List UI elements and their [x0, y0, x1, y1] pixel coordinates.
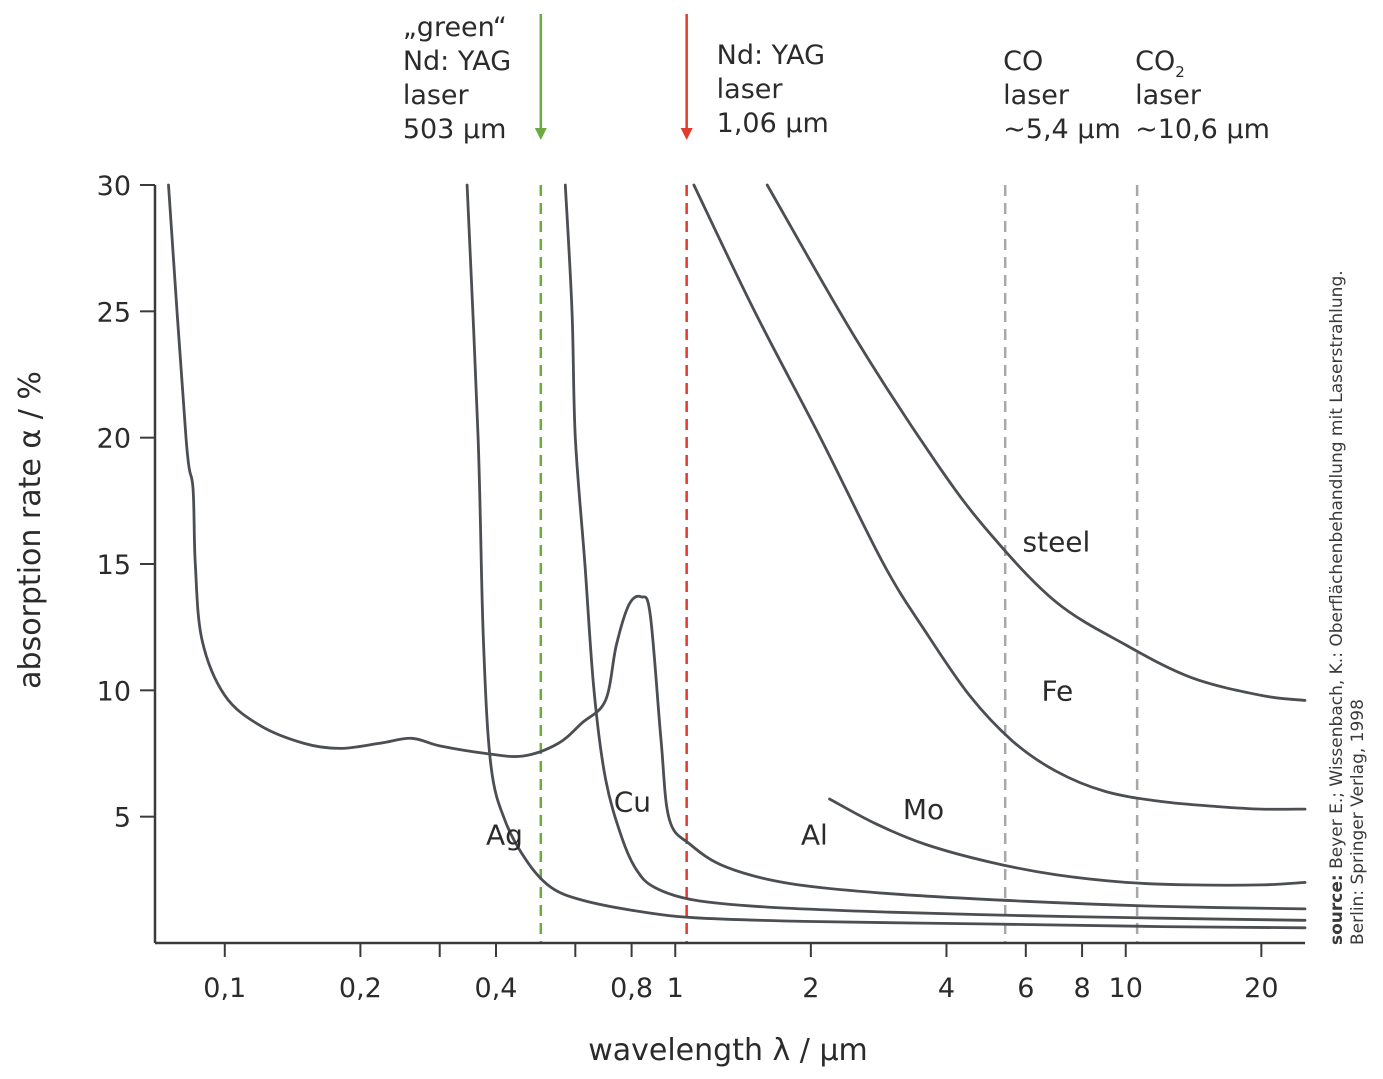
- series-mo-line: [830, 799, 1306, 885]
- green-ndyag-label-line: 503 μm: [403, 114, 507, 145]
- curves: [169, 185, 1306, 928]
- x-tick-label: 8: [1073, 973, 1090, 1004]
- series-steel-line: [767, 185, 1305, 700]
- source-prefix: source:: [1327, 874, 1347, 945]
- green-ndyag-label-line: laser: [403, 80, 470, 111]
- ndyag-label-line: laser: [717, 74, 784, 105]
- x-tick-label: 0,1: [203, 973, 246, 1004]
- x-tick-label: 4: [938, 973, 955, 1004]
- y-axis-title: absorption rate α / %: [13, 371, 48, 689]
- green-ndyag-arrow-head: [535, 128, 547, 140]
- y-tick-label: 30: [97, 171, 131, 202]
- source-citation: Beyer E.; Wissenbach, K.: Oberflächenbeh…: [1327, 270, 1347, 874]
- y-tick-label: 25: [97, 297, 131, 328]
- x-tick-label: 10: [1109, 973, 1143, 1004]
- x-tick-label: 6: [1017, 973, 1034, 1004]
- green-ndyag-label-line: „green“: [403, 12, 507, 43]
- axes: [155, 185, 1305, 943]
- source-line-2: Berlin: Springer Verlag, 1998: [1348, 699, 1368, 945]
- ndyag-label-line: 1,06 μm: [717, 108, 829, 139]
- co2-label-line: laser: [1135, 80, 1202, 111]
- co2-label-line: CO2: [1135, 46, 1185, 81]
- ndyag-arrow-head: [681, 128, 693, 140]
- series-cu-line: [169, 185, 1306, 909]
- series-mo-label: Mo: [903, 793, 944, 826]
- green-ndyag-label-line: Nd: YAG: [403, 46, 511, 77]
- x-tick-label: 0,8: [610, 973, 653, 1004]
- ndyag-label-line: Nd: YAG: [717, 40, 825, 71]
- source-line-1: source: Beyer E.; Wissenbach, K.: Oberfl…: [1327, 270, 1347, 945]
- x-axis-title: wavelength λ / μm: [588, 1033, 868, 1068]
- y-tick-label: 5: [114, 803, 131, 834]
- label-subscript: 2: [1175, 63, 1185, 81]
- series-fe-label: Fe: [1041, 674, 1073, 707]
- co-label-line: laser: [1003, 80, 1070, 111]
- x-tick-label: 2: [802, 973, 819, 1004]
- series-ag-line: [467, 185, 1305, 928]
- y-tick-label: 20: [97, 424, 131, 455]
- series-cu-label: Cu: [614, 786, 651, 819]
- series-fe-line: [694, 185, 1305, 809]
- co-label-line: CO: [1003, 46, 1043, 77]
- y-tick-label: 10: [97, 676, 131, 707]
- x-tick-label: 0,4: [475, 973, 518, 1004]
- label-main: CO: [1135, 46, 1175, 77]
- co2-label-line: ~10,6 μm: [1135, 114, 1270, 145]
- x-tick-label: 1: [667, 973, 684, 1004]
- labels: Cu Ag Al Mo Fe steel: [486, 525, 1090, 851]
- series-ag-label: Ag: [486, 818, 523, 851]
- x-tick-label: 20: [1244, 973, 1278, 1004]
- co-label-line: ~5,4 μm: [1003, 114, 1121, 145]
- y-tick-label: 15: [97, 550, 131, 581]
- x-tick-label: 0,2: [339, 973, 382, 1004]
- series-steel-label: steel: [1023, 525, 1091, 558]
- series-al-label: Al: [801, 818, 828, 851]
